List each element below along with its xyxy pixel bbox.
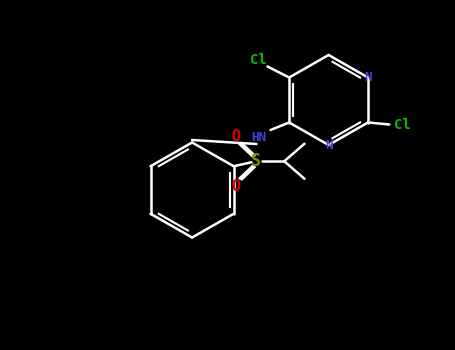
- Text: O: O: [232, 129, 241, 144]
- Text: Cl: Cl: [394, 118, 411, 132]
- Text: S: S: [252, 152, 262, 170]
- Text: N: N: [325, 139, 332, 152]
- Text: O: O: [232, 179, 241, 194]
- Text: N: N: [364, 71, 372, 84]
- Text: Cl: Cl: [251, 53, 267, 67]
- Text: HN: HN: [251, 131, 266, 144]
